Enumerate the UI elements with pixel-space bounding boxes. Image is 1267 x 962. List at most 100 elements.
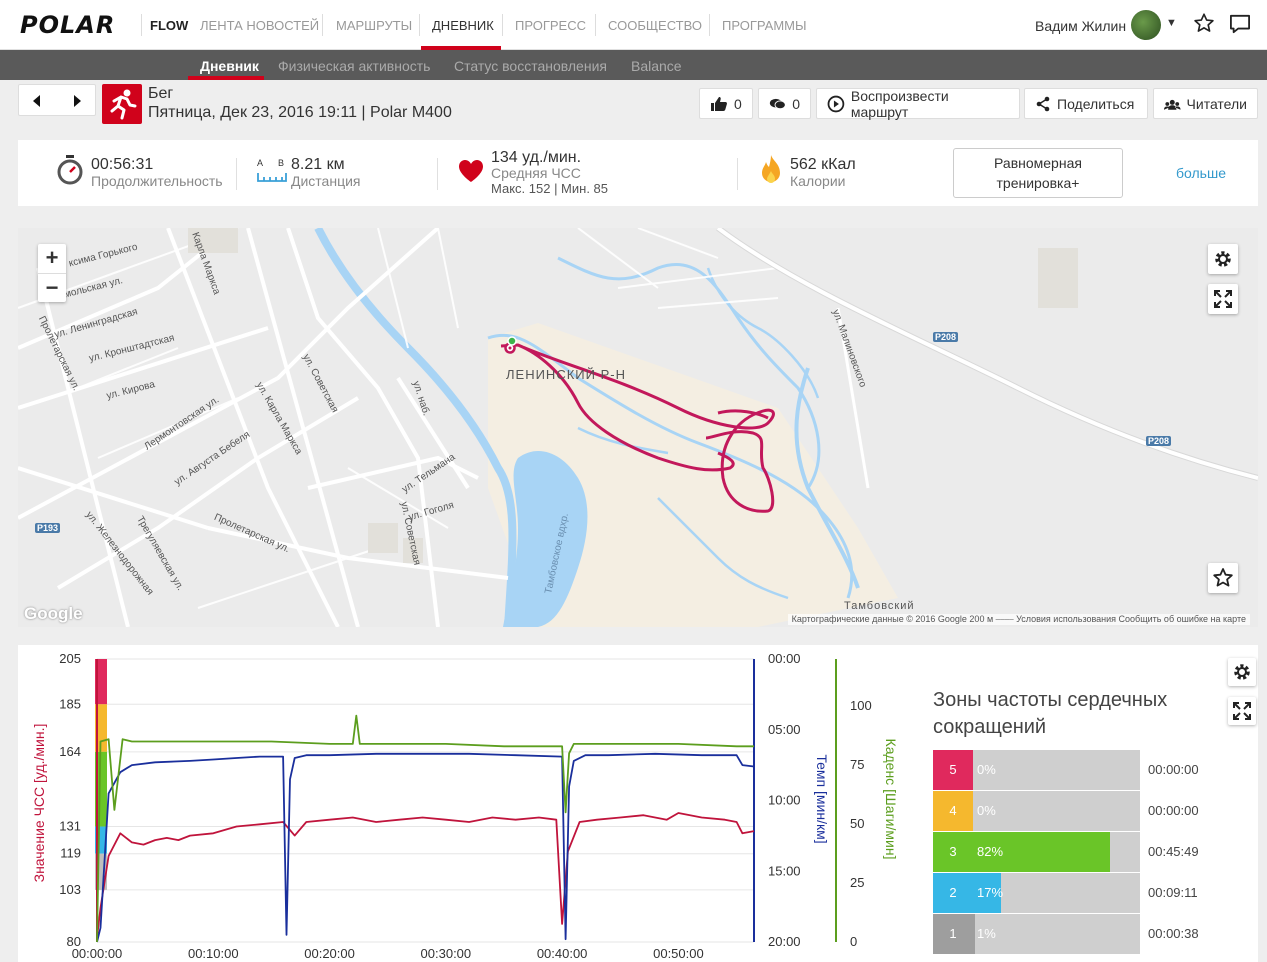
subnav-item-activity[interactable]: Физическая активность xyxy=(278,58,431,74)
nav-item-diary[interactable]: ДНЕВНИК xyxy=(432,18,494,33)
duration-label: Продолжительность xyxy=(91,173,223,189)
hr-zone-row: 4 0% xyxy=(933,791,1140,831)
zoom-out-button[interactable]: − xyxy=(38,273,66,302)
hr-zone-time: 00:00:00 xyxy=(1148,803,1199,818)
map-attribution[interactable]: Картографические данные © 2016 Google 20… xyxy=(787,614,1250,625)
zoom-in-button[interactable]: + xyxy=(45,245,59,270)
more-link[interactable]: больше xyxy=(1176,165,1226,181)
nav-divider xyxy=(141,14,142,36)
readers-button[interactable]: Читатели xyxy=(1153,88,1258,119)
cadence-axis-title: Каденс [Шаги/мин] xyxy=(883,739,899,860)
pace-axis-tick: 05:00 xyxy=(768,722,801,737)
hr-zone-percent: 0% xyxy=(977,762,996,777)
user-name[interactable]: Вадим Жилин xyxy=(1035,18,1127,34)
hr-zone-number: 1 xyxy=(933,914,973,954)
running-sport-icon xyxy=(102,84,142,124)
comment-icon xyxy=(769,98,786,109)
share-icon xyxy=(1036,96,1050,111)
hr-axis-tick: 164 xyxy=(59,744,81,759)
pace-axis-tick: 15:00 xyxy=(768,863,801,878)
replay-route-label: Воспроизвести маршрут xyxy=(850,87,949,120)
summary-divider xyxy=(437,158,438,190)
map-fullscreen-button[interactable] xyxy=(1208,284,1238,314)
next-session-icon[interactable] xyxy=(67,93,87,109)
subnav-active-indicator xyxy=(188,76,264,80)
chart-settings-button[interactable] xyxy=(1228,658,1256,686)
like-button[interactable]: 0 xyxy=(699,88,753,119)
polar-logo[interactable]: POLAR xyxy=(20,11,116,39)
hr-zone-row: 1 1% xyxy=(933,914,1140,954)
distance-value: 8.21 км xyxy=(291,156,345,173)
hr-pace-cadence-chart[interactable]: 205 185 164 131 119 103 80 00:00 05:00 10:00 15:00… xyxy=(18,645,918,962)
chart-fullscreen-button[interactable] xyxy=(1228,697,1256,725)
replay-route-button[interactable]: Воспроизвести маршрут xyxy=(816,87,1020,120)
nav-item-feed[interactable]: ЛЕНТА НОВОСТЕЙ xyxy=(200,18,320,33)
nav-divider xyxy=(322,14,323,36)
distance-icon-a: A xyxy=(257,158,264,168)
time-axis-tick: 00:10:00 xyxy=(188,946,239,961)
fullscreen-icon xyxy=(1233,702,1251,720)
route-map[interactable]: ЛЕНИНСКИЙ Р-Н Тамбовский Тамбовское вдхр… xyxy=(18,228,1258,627)
calories-label: Калории xyxy=(790,173,846,189)
map-settings-button[interactable] xyxy=(1208,244,1238,274)
summary-divider xyxy=(236,158,237,190)
heart-icon xyxy=(459,160,483,182)
pace-axis-tick: 00:00 xyxy=(768,651,801,666)
subnav-item-balance[interactable]: Balance xyxy=(631,58,682,74)
readers-label: Читатели xyxy=(1186,95,1247,112)
map-zoom-control: + − xyxy=(38,244,66,302)
top-nav: POLAR FLOW ЛЕНТА НОВОСТЕЙ МАРШРУТЫ ДНЕВН… xyxy=(0,0,1267,50)
nav-item-community[interactable]: СООБЩЕСТВО xyxy=(608,18,702,33)
gear-icon xyxy=(1215,251,1231,267)
map-canvas[interactable] xyxy=(18,228,1258,627)
calories-value: 562 кКал xyxy=(790,156,856,173)
hr-zone-percent: 17% xyxy=(977,885,1004,900)
map-favorite-button[interactable] xyxy=(1208,563,1238,593)
nav-item-routes[interactable]: МАРШРУТЫ xyxy=(336,18,413,33)
share-button[interactable]: Поделиться xyxy=(1024,88,1148,119)
training-summary: 00:56:31 Продолжительность A B 8.21 км Д… xyxy=(18,140,1258,206)
hr-axis-tick: 80 xyxy=(67,934,81,949)
hr-axis-tick: 119 xyxy=(60,846,81,861)
hr-zone-percent: 1% xyxy=(977,926,996,941)
training-benefit-button[interactable]: Равномерная тренировка+ xyxy=(953,148,1123,198)
hr-average-value: 134 уд./мин. xyxy=(491,149,582,166)
flow-label[interactable]: FLOW xyxy=(150,18,189,33)
nav-active-indicator xyxy=(421,46,501,50)
pace-axis-title: Темп [мин/км] xyxy=(814,754,830,843)
subnav-item-recovery[interactable]: Статус восстановления xyxy=(454,58,607,74)
sub-nav: Дневник Физическая активность Статус вос… xyxy=(0,50,1267,80)
share-label: Поделиться xyxy=(1057,95,1135,112)
hr-zone-row: 2 17% xyxy=(933,873,1140,913)
hr-zone-time: 00:00:38 xyxy=(1148,926,1199,941)
cadence-axis-tick: 100 xyxy=(850,698,872,713)
messages-icon[interactable] xyxy=(1229,14,1251,34)
subnav-item-diary[interactable]: Дневник xyxy=(200,58,259,74)
cadence-axis-tick: 75 xyxy=(850,757,864,772)
hr-max-min: Макс. 152 | Мин. 85 xyxy=(491,181,609,196)
stopwatch-icon xyxy=(57,155,83,185)
avatar[interactable] xyxy=(1131,10,1161,40)
google-logo: Google xyxy=(24,604,83,623)
hr-zone-bar xyxy=(973,873,1002,913)
chart-panel: 205 185 164 131 119 103 80 00:00 05:00 10:00 15:00… xyxy=(18,645,1258,962)
pace-axis-tick: 20:00 xyxy=(768,934,801,949)
previous-session-icon[interactable] xyxy=(27,93,47,109)
thumbs-up-icon xyxy=(711,96,727,111)
nav-item-progress[interactable]: ПРОГРЕСС xyxy=(515,18,586,33)
distance-icon-b: B xyxy=(278,158,285,168)
chevron-down-icon[interactable]: ▼ xyxy=(1166,17,1177,29)
time-axis-tick: 00:00:00 xyxy=(72,946,123,961)
hr-zone-percent: 0% xyxy=(977,803,996,818)
cadence-axis-tick: 0 xyxy=(850,934,857,949)
favorites-star-icon[interactable] xyxy=(1193,12,1215,34)
series-line-hr xyxy=(96,812,755,938)
nav-divider xyxy=(709,14,710,36)
readers-group-icon xyxy=(1164,99,1181,110)
hr-zone-row: 5 0% xyxy=(933,750,1140,790)
comment-button[interactable]: 0 xyxy=(758,88,811,119)
nav-item-programs[interactable]: ПРОГРАММЫ xyxy=(722,18,807,33)
nav-divider xyxy=(595,14,596,36)
hr-average-label: Средняя ЧСС xyxy=(491,165,581,181)
hr-axis-title: Значение ЧСС [уд./мин.] xyxy=(31,724,47,883)
